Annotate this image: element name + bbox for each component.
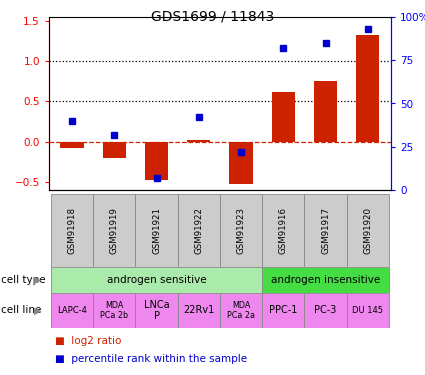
- Text: LNCa
P: LNCa P: [144, 300, 170, 321]
- Text: GSM91918: GSM91918: [68, 207, 76, 254]
- Text: ▶: ▶: [34, 275, 41, 285]
- Bar: [262, 267, 389, 292]
- Text: GDS1699 / 11843: GDS1699 / 11843: [151, 9, 274, 23]
- Text: GSM91920: GSM91920: [363, 207, 372, 254]
- Bar: [230, 142, 253, 184]
- Bar: [145, 142, 168, 180]
- Bar: [304, 292, 347, 328]
- Bar: [51, 194, 93, 267]
- Text: cell line: cell line: [1, 305, 41, 315]
- Text: ■  percentile rank within the sample: ■ percentile rank within the sample: [55, 354, 247, 364]
- Bar: [178, 292, 220, 328]
- Text: PC-3: PC-3: [314, 305, 337, 315]
- Bar: [262, 194, 304, 267]
- Text: ▶: ▶: [34, 305, 41, 315]
- Bar: [136, 292, 178, 328]
- Bar: [60, 142, 84, 148]
- Text: GSM91923: GSM91923: [237, 207, 246, 254]
- Bar: [93, 292, 136, 328]
- Text: GSM91916: GSM91916: [279, 207, 288, 254]
- Bar: [178, 194, 220, 267]
- Bar: [187, 140, 210, 142]
- Bar: [314, 81, 337, 142]
- Text: androgen insensitive: androgen insensitive: [271, 275, 380, 285]
- Bar: [272, 92, 295, 142]
- Text: MDA
PCa 2b: MDA PCa 2b: [100, 301, 128, 320]
- Text: GSM91919: GSM91919: [110, 207, 119, 254]
- Bar: [136, 194, 178, 267]
- Bar: [51, 267, 262, 292]
- Bar: [93, 194, 136, 267]
- Text: LAPC-4: LAPC-4: [57, 306, 87, 315]
- Text: DU 145: DU 145: [352, 306, 383, 315]
- Bar: [262, 292, 304, 328]
- Text: GSM91917: GSM91917: [321, 207, 330, 254]
- Text: GSM91922: GSM91922: [194, 207, 203, 254]
- Text: MDA
PCa 2a: MDA PCa 2a: [227, 301, 255, 320]
- Bar: [51, 292, 93, 328]
- Text: GSM91921: GSM91921: [152, 207, 161, 254]
- Text: cell type: cell type: [1, 275, 45, 285]
- Text: PPC-1: PPC-1: [269, 305, 297, 315]
- Bar: [220, 292, 262, 328]
- Bar: [356, 35, 380, 142]
- Bar: [220, 194, 262, 267]
- Bar: [103, 142, 126, 158]
- Bar: [304, 194, 347, 267]
- Bar: [347, 292, 389, 328]
- Text: 22Rv1: 22Rv1: [183, 305, 215, 315]
- Text: ■  log2 ratio: ■ log2 ratio: [55, 336, 122, 346]
- Text: androgen sensitive: androgen sensitive: [107, 275, 207, 285]
- Bar: [347, 194, 389, 267]
